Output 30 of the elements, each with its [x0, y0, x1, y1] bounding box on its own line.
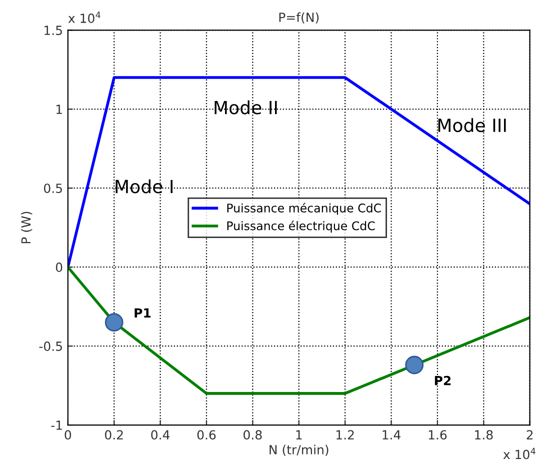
x-tick-label: 0.6	[197, 430, 216, 440]
x-tick-label: 0.8	[244, 430, 262, 440]
line-series	[68, 266, 530, 395]
x-tick-label: 1.8	[475, 430, 493, 440]
y-axis-title: P (W)	[21, 212, 32, 244]
annotation: Mode III	[438, 118, 506, 132]
y-tick-label: 1	[56, 104, 62, 114]
y-tick-label: 1.5	[44, 26, 62, 36]
chart-title: P=f(N)	[279, 12, 319, 24]
text: x 10$^{4}$	[68, 12, 100, 24]
x-tick-label: 0.4	[151, 430, 170, 440]
annotation: Mode II	[214, 100, 277, 114]
x-tick-label: 1.4	[382, 430, 400, 440]
annotation: P2	[434, 376, 451, 386]
y-tick-label: 0.5	[44, 184, 62, 194]
x-axis-title: N (tr/min)	[270, 444, 328, 456]
y-tick-label: -1	[51, 420, 62, 430]
x-tick-label: 1.6	[428, 430, 447, 440]
legend-label: Puissance mécanique CdC	[227, 202, 381, 215]
annotation: P1	[134, 308, 151, 318]
x-tick-label: 2	[526, 430, 533, 440]
x-tick-label: 1.2	[336, 430, 354, 440]
legend-label: Puissance électrique CdC	[227, 220, 375, 233]
annotation: Mode I	[116, 179, 172, 194]
text: x 10$^{4}$	[503, 448, 536, 460]
x-tick-label: 1	[296, 430, 302, 440]
y-tick-label: -0.5	[39, 342, 62, 351]
y-tick-label: 0	[56, 262, 62, 272]
x-tick-label: 0.2	[104, 430, 123, 440]
x-tick-label: 0	[64, 430, 72, 440]
